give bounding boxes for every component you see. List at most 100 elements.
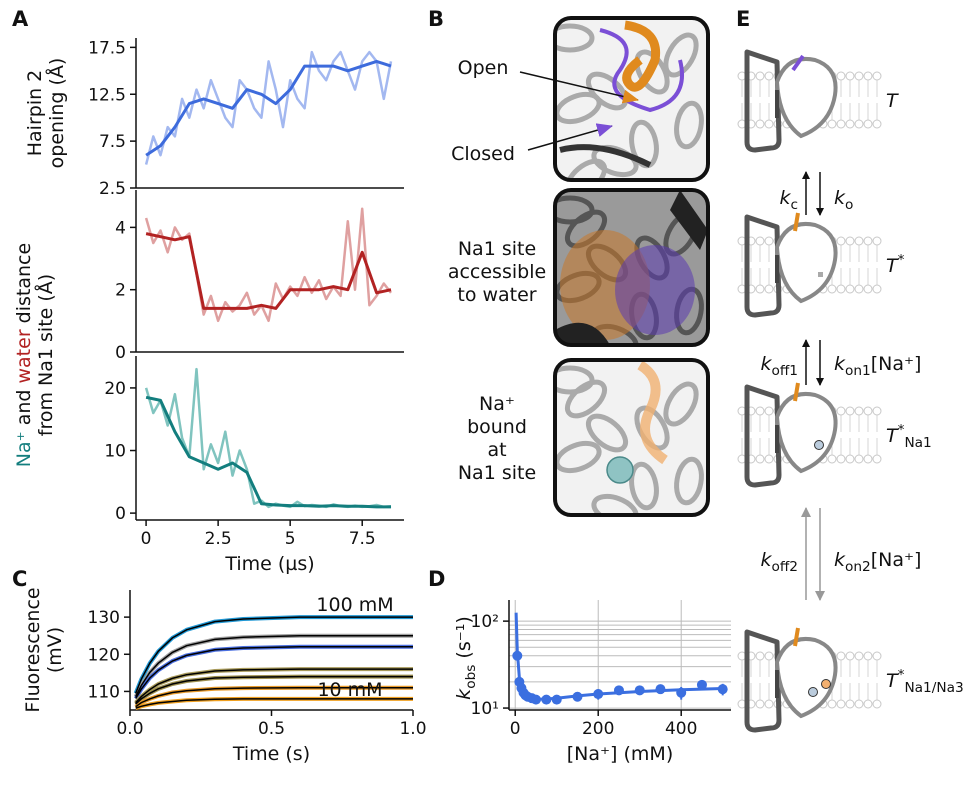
label-part: o bbox=[845, 197, 853, 213]
lipid-head bbox=[755, 71, 765, 81]
lipid-head bbox=[764, 119, 774, 129]
helix bbox=[674, 100, 704, 150]
lipid-head bbox=[872, 236, 882, 246]
lipid-head bbox=[836, 406, 846, 416]
panel-label: B bbox=[428, 7, 444, 31]
fit-line bbox=[135, 634, 413, 697]
lipid-head bbox=[836, 454, 846, 464]
label-water: to water bbox=[457, 284, 536, 306]
y-axis-label: (mV) bbox=[44, 627, 66, 673]
lipid-head bbox=[755, 406, 765, 416]
state-label: T*Na1/Na3 bbox=[886, 667, 964, 696]
label-part: distance bbox=[13, 243, 35, 330]
helix bbox=[555, 440, 602, 474]
structure-image bbox=[555, 18, 708, 180]
point bbox=[593, 689, 604, 700]
chart: 2.5 7.5 12.5 17.5 Hairpin 2 opening (Å) bbox=[24, 38, 404, 199]
y-tick-label: 10¹ bbox=[471, 699, 499, 719]
lipid-head bbox=[872, 284, 882, 294]
label-part: off2 bbox=[772, 559, 798, 575]
fit-line bbox=[135, 668, 413, 704]
image-frame bbox=[553, 358, 710, 517]
label-part: off1 bbox=[772, 363, 798, 379]
label-closed: Closed bbox=[451, 143, 515, 165]
lipid-head bbox=[872, 119, 882, 129]
helix bbox=[591, 493, 639, 515]
hairpin bbox=[793, 212, 800, 232]
lipid-head bbox=[764, 406, 774, 416]
site-marker bbox=[818, 272, 823, 277]
lipid-head bbox=[764, 454, 774, 464]
helix bbox=[564, 158, 608, 180]
label-part: water bbox=[13, 329, 35, 383]
point bbox=[696, 679, 707, 690]
fit-line bbox=[135, 675, 413, 705]
lipid-head bbox=[863, 454, 873, 464]
lipid-head bbox=[854, 284, 864, 294]
label-open: Open bbox=[458, 57, 509, 79]
label-part: opening (Å) bbox=[45, 58, 68, 169]
y-tick-label: 20 bbox=[104, 379, 126, 399]
lipid-head bbox=[845, 454, 855, 464]
y-tick-label: 130 bbox=[88, 608, 120, 628]
panel-label: D bbox=[428, 567, 445, 591]
helix bbox=[555, 91, 602, 125]
scaffold-domain bbox=[744, 49, 782, 153]
fit-line bbox=[135, 686, 413, 708]
lipid-head bbox=[863, 236, 873, 246]
scaffold-domain bbox=[744, 629, 782, 733]
scaffold-domain bbox=[744, 384, 782, 488]
point bbox=[717, 684, 728, 695]
annotation: 10 mM bbox=[317, 679, 382, 701]
y-tick-label: 110 bbox=[88, 682, 120, 702]
x-tick-label: 0.0 bbox=[116, 719, 143, 739]
y-tick-label: 0 bbox=[115, 504, 126, 524]
label-part: k bbox=[779, 187, 791, 209]
lipid-head bbox=[863, 71, 873, 81]
rate-label: kon2[Na⁺] bbox=[834, 549, 921, 575]
y-axis-label: kobs (s⁻¹) bbox=[453, 616, 479, 700]
point bbox=[551, 694, 562, 705]
state-label: T*Na1 bbox=[886, 422, 932, 451]
fit-line bbox=[135, 616, 413, 694]
lipid-head bbox=[854, 651, 864, 661]
panel-label: E bbox=[736, 7, 750, 31]
helix-closed bbox=[599, 28, 684, 113]
x-tick-label: 0 bbox=[510, 719, 521, 739]
pointer-open bbox=[519, 71, 639, 104]
y-tick-label: 2 bbox=[115, 281, 126, 301]
lipid-head bbox=[827, 454, 837, 464]
series-line bbox=[145, 395, 391, 509]
state-label: T* bbox=[886, 252, 905, 277]
helix bbox=[674, 456, 704, 506]
label-part: T bbox=[886, 90, 899, 112]
lipid-head bbox=[755, 236, 765, 246]
rate-label: koff1 bbox=[761, 353, 799, 379]
core-domain bbox=[774, 637, 838, 719]
y-tick-label: 2.5 bbox=[99, 179, 126, 199]
fit-line bbox=[135, 698, 413, 709]
x-axis-label: Time (s) bbox=[232, 743, 310, 765]
rate-label: ko bbox=[834, 187, 853, 213]
lipid-head bbox=[755, 454, 765, 464]
lipid-head bbox=[755, 284, 765, 294]
y-tick-label: 7.5 bbox=[99, 132, 126, 152]
series-line bbox=[144, 50, 393, 165]
x-tick-label: 5 bbox=[285, 529, 296, 549]
lipid-head bbox=[872, 454, 882, 464]
water-mesh bbox=[615, 245, 695, 335]
label-part: Na⁺ bbox=[13, 431, 35, 467]
lipid-head bbox=[863, 651, 873, 661]
lipid-head bbox=[854, 454, 864, 464]
point bbox=[541, 694, 552, 705]
y-tick-label: 17.5 bbox=[88, 38, 126, 58]
x-tick-label: 2.5 bbox=[205, 529, 232, 549]
ion bbox=[821, 679, 831, 689]
annotation: 100 mM bbox=[316, 594, 393, 616]
helix bbox=[585, 413, 629, 453]
x-axis-label: [Na⁺] (mM) bbox=[567, 743, 673, 765]
chart: 0 2 4 Na⁺ and water distance from Na1 site (… bbox=[13, 190, 404, 467]
lipid-head bbox=[863, 284, 873, 294]
